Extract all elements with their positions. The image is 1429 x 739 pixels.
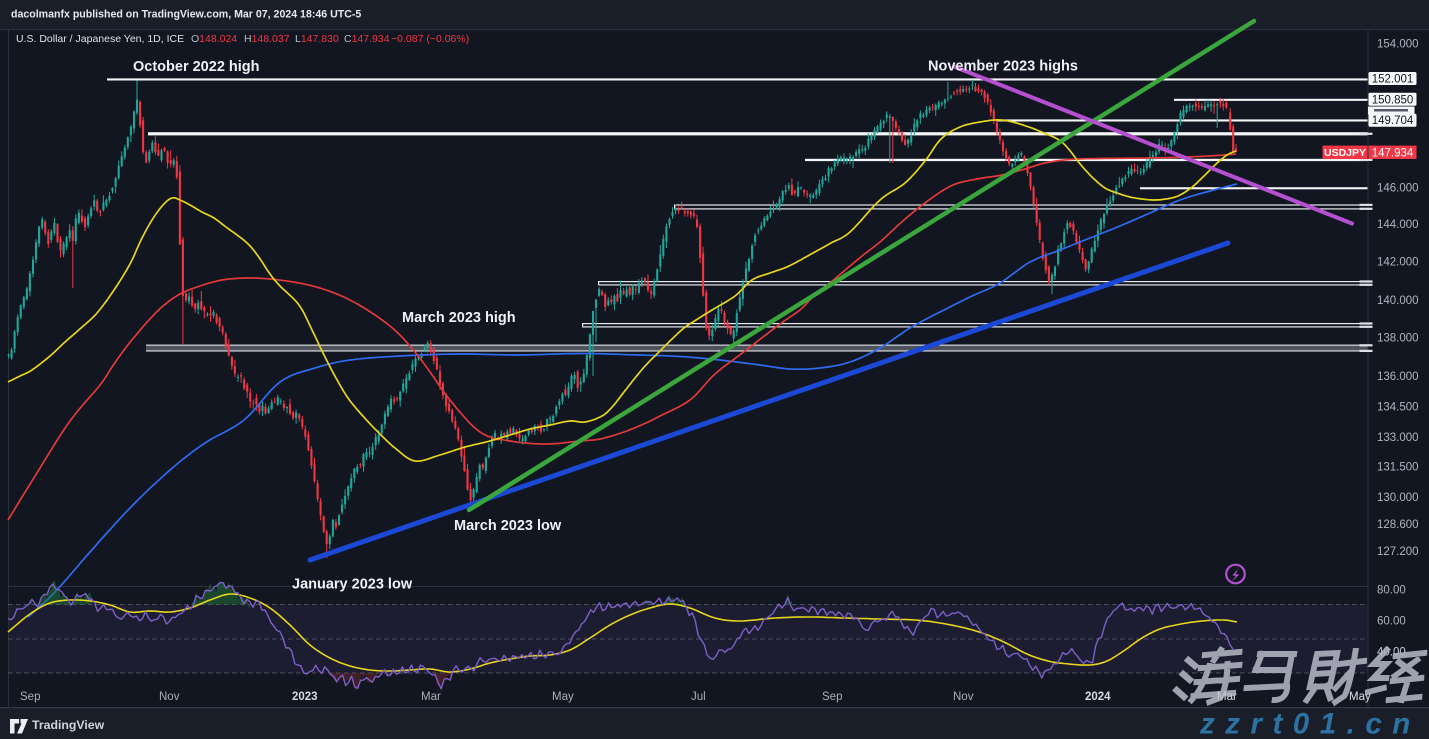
svg-text:40.00: 40.00 [1377,647,1406,659]
svg-text:zzrt01.cn: zzrt01.cn [1199,708,1421,739]
svg-text:134.500: 134.500 [1377,402,1419,414]
svg-text:128.600: 128.600 [1377,519,1419,531]
svg-text:USDJPY: USDJPY [1324,147,1366,159]
svg-text:138.000: 138.000 [1377,333,1419,345]
svg-text:144.000: 144.000 [1377,219,1419,231]
svg-text:October 2022 high: October 2022 high [133,59,260,75]
svg-text:131.500: 131.500 [1377,462,1419,474]
svg-text:146.000: 146.000 [1377,183,1419,195]
svg-text:November 2023 highs: November 2023 highs [928,59,1078,75]
svg-text:142.000: 142.000 [1377,256,1419,268]
svg-text:dacolmanfx published on Tradin: dacolmanfx published on TradingView.com,… [11,9,361,21]
svg-text:60.00: 60.00 [1377,616,1406,628]
svg-text:Nov: Nov [953,691,974,703]
svg-text:May: May [1349,691,1371,703]
svg-text:March 2023 high: March 2023 high [402,310,516,326]
svg-text:Nov: Nov [159,691,180,703]
svg-text:May: May [552,691,574,703]
svg-text:March 2023 low: March 2023 low [454,518,562,534]
svg-text:January 2023 low: January 2023 low [292,577,413,593]
svg-text:133.000: 133.000 [1377,432,1419,444]
svg-text:127.200: 127.200 [1377,546,1419,558]
svg-text:2023: 2023 [292,691,318,703]
svg-text:2024: 2024 [1085,691,1111,703]
svg-text:Jul: Jul [691,691,706,703]
svg-text:149.704: 149.704 [1372,115,1414,127]
svg-text:U.S. Dollar / Japanese Yen, 1D: U.S. Dollar / Japanese Yen, 1D, ICE O148.… [16,33,469,45]
svg-text:150.850: 150.850 [1372,94,1414,106]
svg-text:80.00: 80.00 [1377,585,1406,597]
svg-text:154.000: 154.000 [1377,38,1419,50]
svg-text:Mar: Mar [1217,691,1237,703]
svg-text:Sep: Sep [20,691,40,703]
svg-text:147.934: 147.934 [1372,147,1414,159]
svg-text:TradingView: TradingView [32,718,105,732]
svg-text:Sep: Sep [822,691,842,703]
svg-text:140.000: 140.000 [1377,295,1419,307]
svg-text:Mar: Mar [421,691,441,703]
svg-text:152.001: 152.001 [1372,74,1414,86]
svg-text:136.000: 136.000 [1377,371,1419,383]
svg-text:130.000: 130.000 [1377,492,1419,504]
